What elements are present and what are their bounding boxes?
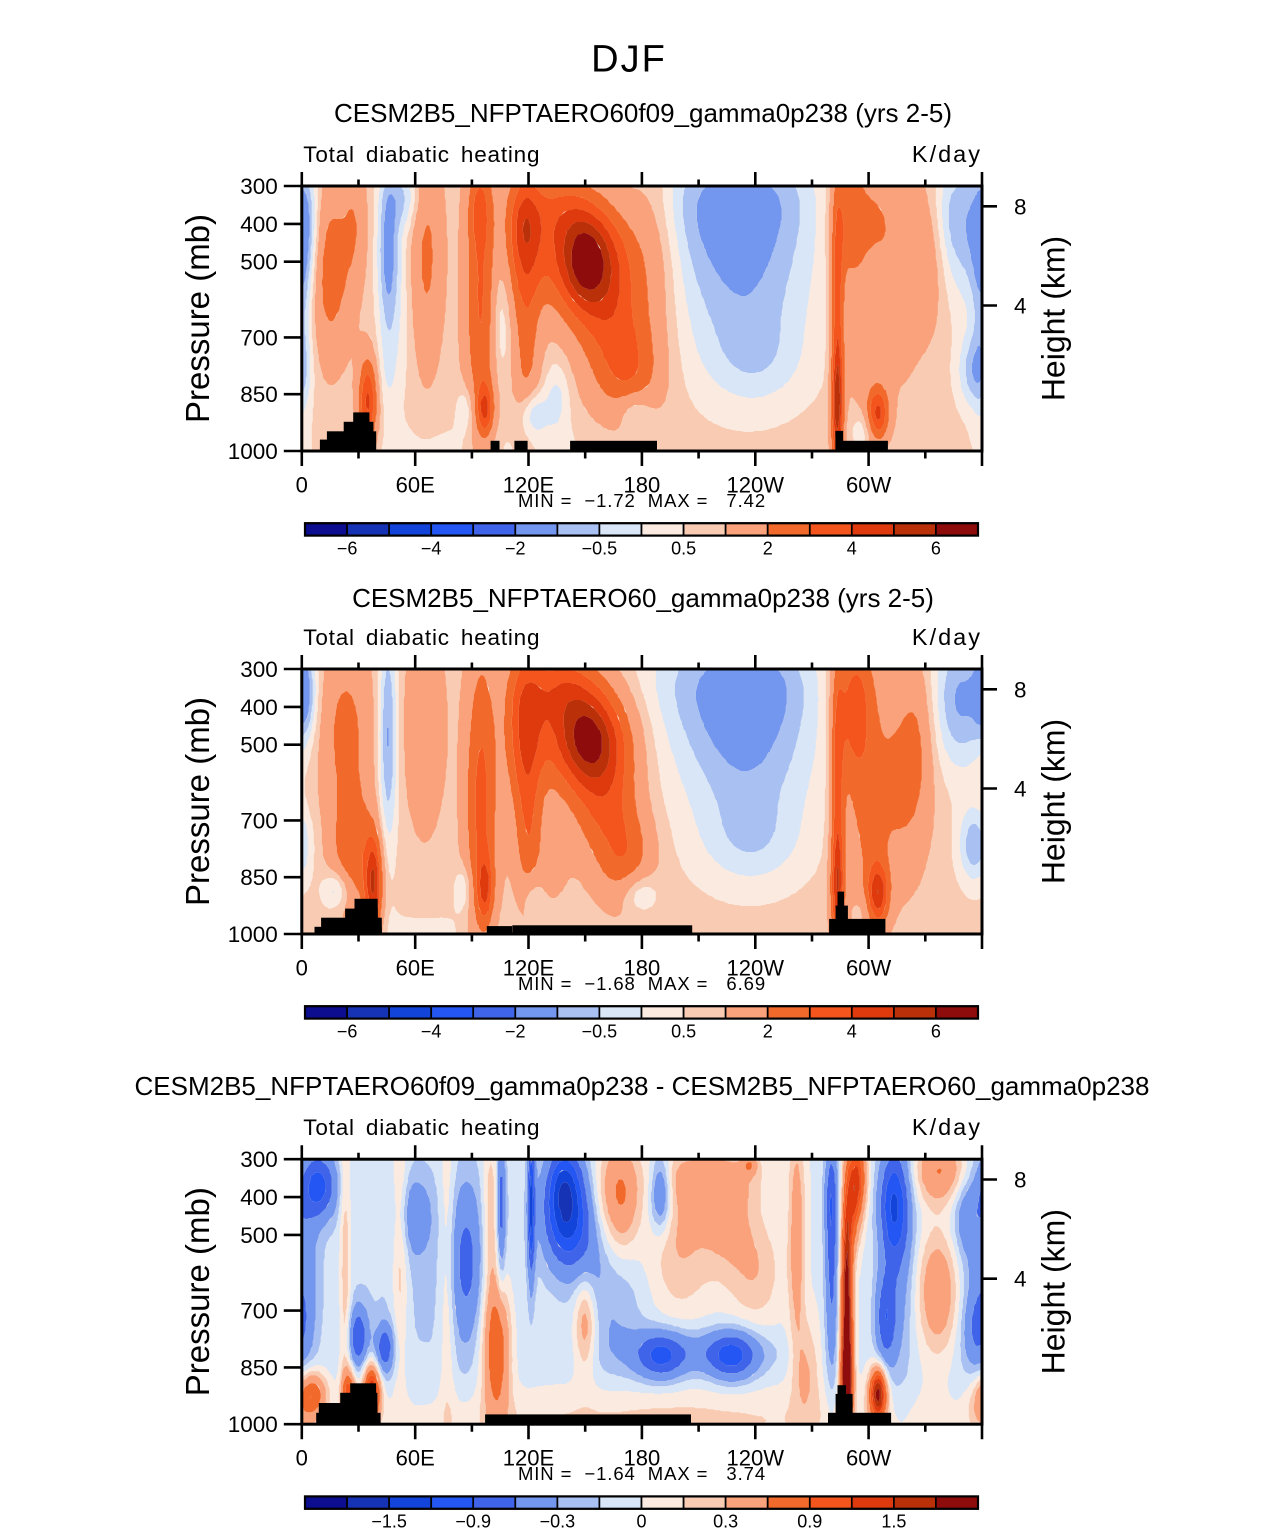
svg-text:Total diabatic heating: Total diabatic heating [303,142,540,167]
svg-text:−2: −2 [505,538,526,558]
svg-text:Height (km): Height (km) [1036,719,1072,884]
svg-text:1.5: 1.5 [881,1512,906,1531]
svg-text:500: 500 [240,733,278,758]
svg-text:120E: 120E [503,1446,554,1471]
svg-text:−4: −4 [421,1021,442,1041]
svg-text:120W: 120W [727,1446,785,1471]
svg-text:120W: 120W [727,956,785,981]
svg-text:400: 400 [240,695,278,720]
svg-text:300: 300 [240,1147,278,1172]
svg-text:850: 850 [240,382,278,407]
svg-text:4: 4 [847,538,857,558]
svg-text:60W: 60W [846,1446,891,1471]
svg-text:4: 4 [847,1021,857,1041]
svg-text:400: 400 [240,1185,278,1210]
svg-text:K/day: K/day [912,141,982,167]
svg-text:300: 300 [240,174,278,199]
svg-text:K/day: K/day [912,1114,982,1140]
svg-text:180: 180 [624,1446,661,1471]
svg-text:K/day: K/day [912,624,982,650]
svg-text:120E: 120E [503,473,554,498]
svg-text:8: 8 [1014,1168,1027,1193]
svg-text:180: 180 [624,473,661,498]
svg-text:300: 300 [240,657,278,682]
svg-text:−4: −4 [421,538,442,558]
svg-text:0: 0 [296,956,308,981]
svg-text:−0.5: −0.5 [582,538,618,558]
svg-text:0: 0 [296,1446,308,1471]
svg-text:4: 4 [1014,294,1027,319]
svg-text:400: 400 [240,212,278,237]
svg-text:1000: 1000 [228,922,278,947]
svg-text:CESM2B5_NFPTAERO60_gamma0p238: CESM2B5_NFPTAERO60_gamma0p238 (yrs 2-5) [352,583,934,613]
svg-text:0: 0 [296,473,308,498]
svg-text:MIN = −1.72 MAX = 7.42: MIN = −1.72 MAX = 7.42 [518,490,766,511]
svg-text:120E: 120E [503,956,554,981]
svg-text:−1.5: −1.5 [371,1512,407,1531]
svg-text:Pressure (mb): Pressure (mb) [179,1187,216,1396]
svg-text:500: 500 [240,250,278,275]
svg-text:1000: 1000 [228,1412,278,1437]
svg-text:1000: 1000 [228,439,278,464]
svg-text:850: 850 [240,1355,278,1380]
svg-text:700: 700 [240,325,278,350]
svg-text:4: 4 [1014,1267,1027,1292]
svg-text:60W: 60W [846,956,891,981]
svg-text:−2: −2 [505,1021,526,1041]
svg-text:850: 850 [240,865,278,890]
svg-text:0.5: 0.5 [671,538,696,558]
svg-text:MIN = −1.64 MAX = 3.74: MIN = −1.64 MAX = 3.74 [518,1463,766,1484]
svg-text:CESM2B5_NFPTAERO60f09_gamma0p2: CESM2B5_NFPTAERO60f09_gamma0p238 (yrs 2-… [334,98,952,128]
svg-text:2: 2 [763,1021,773,1041]
svg-text:60E: 60E [396,956,435,981]
svg-text:Pressure (mb): Pressure (mb) [179,697,216,906]
svg-text:8: 8 [1014,194,1027,219]
svg-text:−0.5: −0.5 [582,1021,618,1041]
svg-text:60W: 60W [846,473,891,498]
svg-text:−0.9: −0.9 [455,1512,491,1531]
svg-text:2: 2 [763,538,773,558]
svg-text:DJF: DJF [591,39,667,81]
svg-text:700: 700 [240,808,278,833]
svg-text:CESM2B5_NFPTAERO60f09_gamma0p2: CESM2B5_NFPTAERO60f09_gamma0p238 - CESM2… [135,1071,1150,1101]
svg-text:Height (km): Height (km) [1036,236,1072,401]
svg-text:0.5: 0.5 [671,1021,696,1041]
svg-text:700: 700 [240,1299,278,1324]
svg-text:6: 6 [931,1021,941,1041]
svg-text:0: 0 [636,1512,646,1531]
svg-text:−6: −6 [337,1021,358,1041]
svg-text:60E: 60E [396,1446,435,1471]
svg-text:Height (km): Height (km) [1036,1209,1072,1374]
svg-text:500: 500 [240,1223,278,1248]
svg-text:120W: 120W [727,473,785,498]
svg-text:−0.3: −0.3 [540,1512,576,1531]
svg-text:−6: −6 [337,538,358,558]
svg-text:60E: 60E [396,473,435,498]
svg-text:6: 6 [931,538,941,558]
svg-text:0.9: 0.9 [797,1512,822,1531]
svg-text:0.3: 0.3 [713,1512,738,1531]
svg-text:180: 180 [624,956,661,981]
svg-text:8: 8 [1014,677,1027,702]
svg-text:Total diabatic heating: Total diabatic heating [303,625,540,650]
svg-text:4: 4 [1014,777,1027,802]
svg-text:MIN = −1.68 MAX = 6.69: MIN = −1.68 MAX = 6.69 [518,973,766,994]
svg-text:Total diabatic heating: Total diabatic heating [303,1115,540,1140]
svg-text:Pressure (mb): Pressure (mb) [179,214,216,423]
